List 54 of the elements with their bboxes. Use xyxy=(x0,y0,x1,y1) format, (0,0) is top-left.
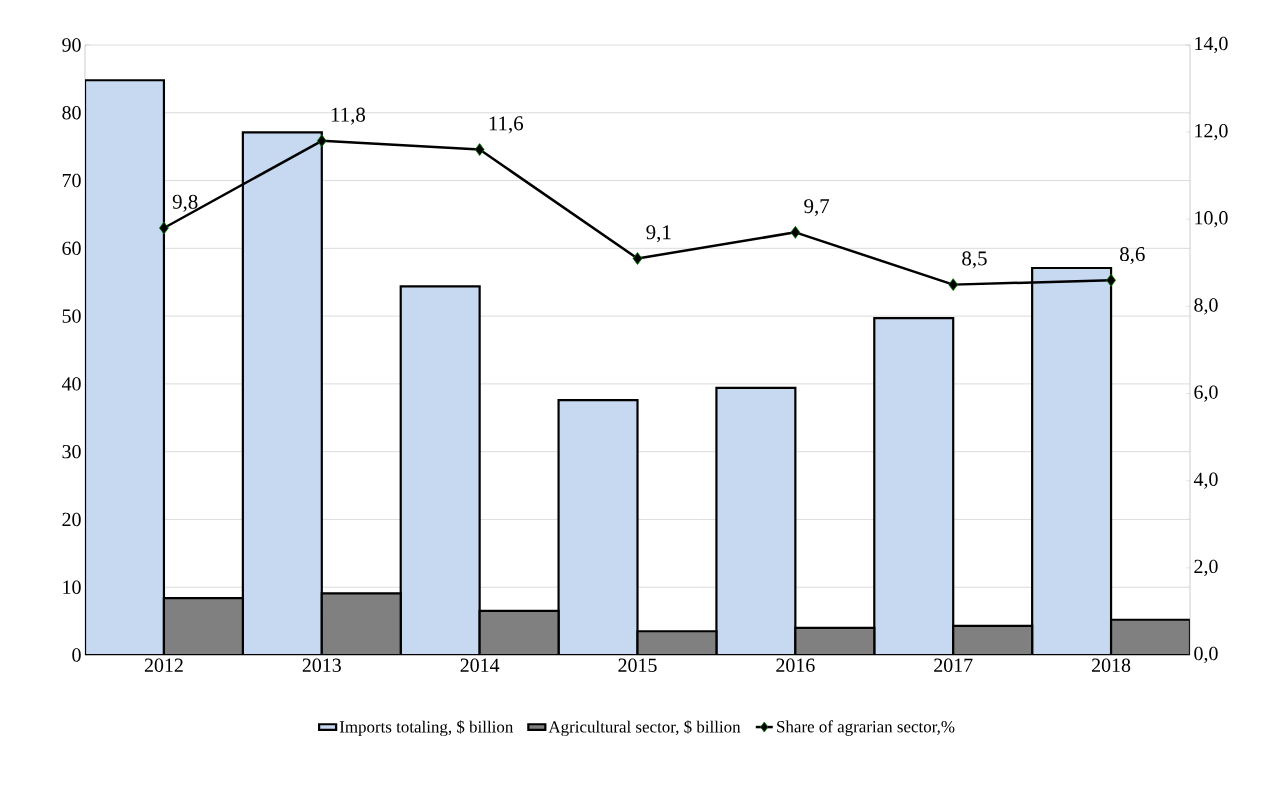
bar xyxy=(952,624,1034,655)
data-label: 8,6 xyxy=(1120,247,1145,265)
bar xyxy=(478,609,560,655)
y2-tick-label: 12,0 xyxy=(1195,123,1228,141)
y-tick-label: 60 xyxy=(62,241,81,256)
point xyxy=(1106,273,1116,287)
point xyxy=(316,134,327,148)
y2-tick-label: 2,0 xyxy=(1194,559,1218,576)
bar xyxy=(794,626,876,655)
x-tick-label: 2013 xyxy=(302,658,341,672)
x-tick-label: 2012 xyxy=(144,658,183,672)
y2-tick-label: 4,0 xyxy=(1193,472,1218,489)
point xyxy=(632,252,643,265)
x-tick-label: 2017 xyxy=(934,658,973,672)
data-label: 9,1 xyxy=(646,225,671,243)
bar xyxy=(557,399,639,655)
y2-tick-label: 14,0 xyxy=(1195,36,1228,54)
legend-label: Share of agrarian sector,% xyxy=(777,720,955,736)
bar xyxy=(162,596,244,655)
point xyxy=(474,143,485,156)
x-tick-label: 2015 xyxy=(618,658,657,672)
y2-tick-label: 8,0 xyxy=(1194,298,1218,315)
y-tick-label: 90 xyxy=(62,38,81,52)
y-tick-label: 20 xyxy=(62,512,81,527)
y2-tick-label: 6,0 xyxy=(1194,385,1218,402)
bar xyxy=(715,386,797,655)
x-tick-label: 2016 xyxy=(776,658,815,672)
data-label: 11,8 xyxy=(331,107,366,125)
bar xyxy=(320,592,402,655)
data-label: 9,8 xyxy=(172,194,198,212)
data-label: 9,7 xyxy=(804,199,830,217)
point xyxy=(159,221,169,235)
y-tick-label: 30 xyxy=(62,444,81,459)
y-tick-label: 0 xyxy=(72,648,81,662)
legend-label: Imports totaling, $ billion xyxy=(339,720,514,737)
point xyxy=(790,225,801,239)
data-label: 8,5 xyxy=(962,251,987,269)
bar xyxy=(399,285,481,655)
point xyxy=(948,278,959,292)
bar xyxy=(1031,266,1113,655)
y-tick-label: 50 xyxy=(62,309,81,323)
y-tick-label: 70 xyxy=(62,173,81,188)
y-tick-label: 40 xyxy=(61,377,81,391)
legend-label: Agricultural sector, $ billion xyxy=(548,720,741,737)
data-label: 11,6 xyxy=(489,116,524,134)
x-tick-label: 2018 xyxy=(1092,658,1131,672)
bar xyxy=(241,131,323,655)
bar xyxy=(85,79,166,655)
y-tick-label: 80 xyxy=(62,106,81,120)
y2-tick-label: 0,0 xyxy=(1194,646,1218,664)
y-tick-label: 10 xyxy=(63,580,81,594)
bar xyxy=(873,317,955,655)
x-tick-label: 2014 xyxy=(460,658,500,672)
y2-tick-label: 10,0 xyxy=(1195,211,1228,228)
